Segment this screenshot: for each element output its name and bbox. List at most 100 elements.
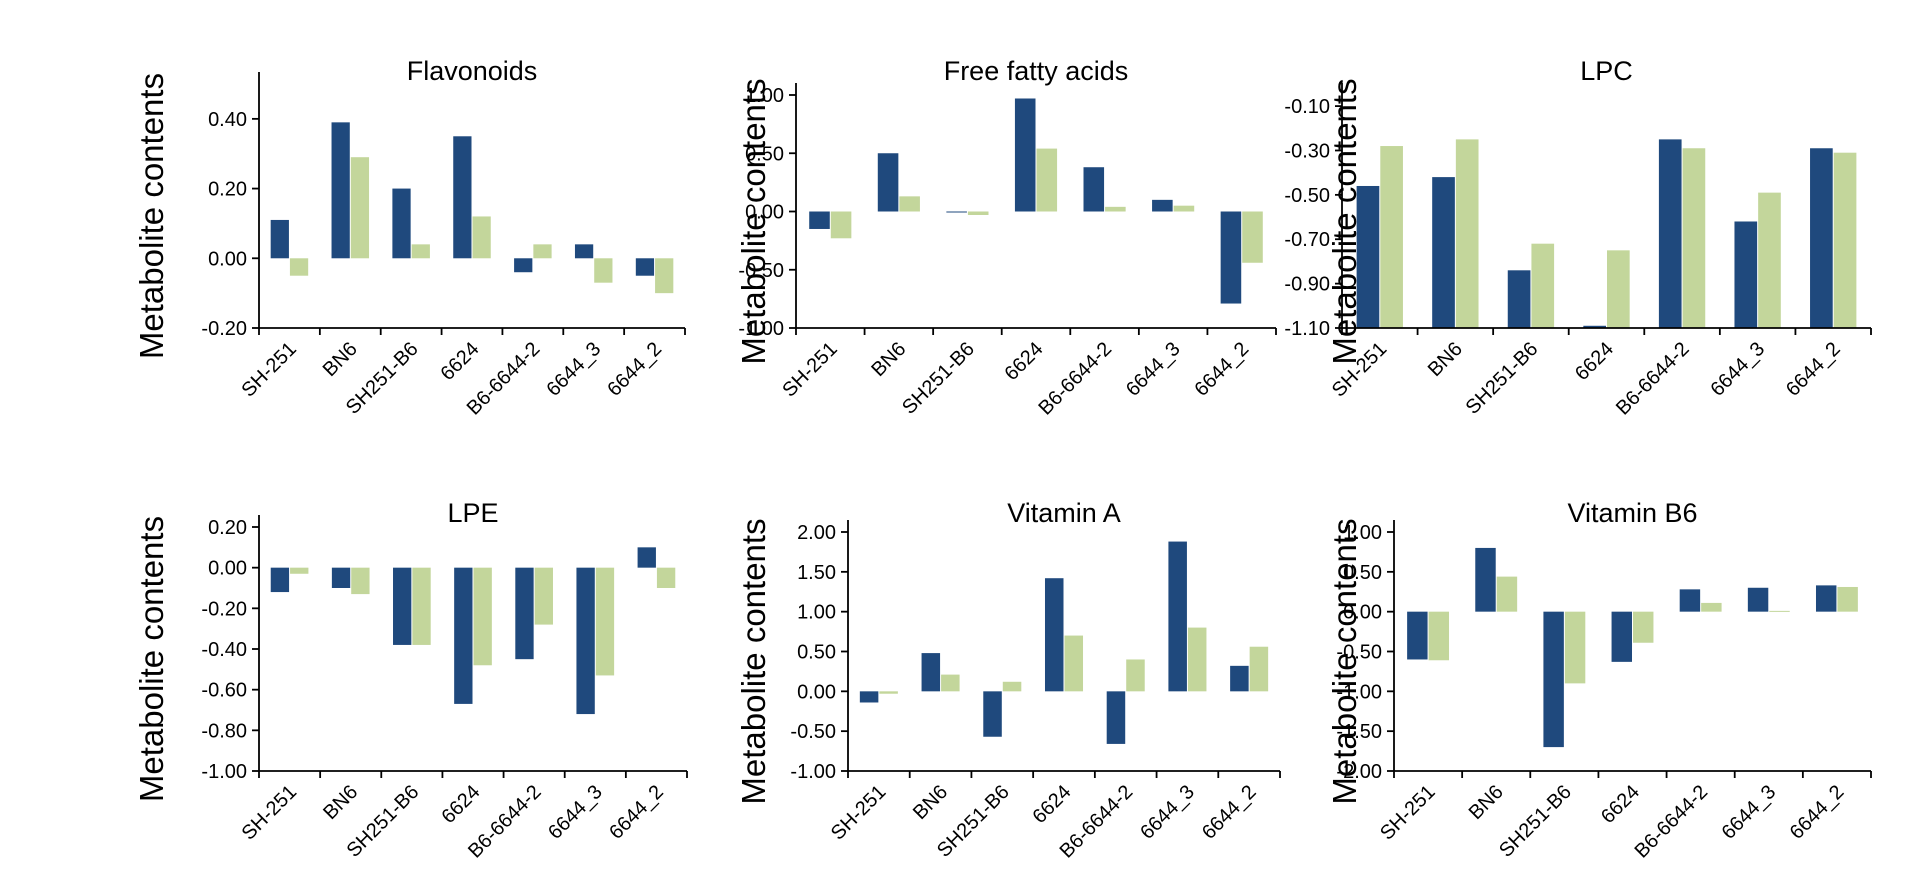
chart-panel-1: Flavonoids Metabolite contents -0.20 0.00 0.… <box>133 56 686 420</box>
bar-series1-6644_3 <box>1168 541 1187 692</box>
x-tick-label: BN6 <box>319 338 362 381</box>
bar-series1-BN6 <box>877 153 899 212</box>
y-tick-label: -1.00 <box>790 761 836 783</box>
bar-series2-BN6 <box>350 157 370 259</box>
bar-series1-B6-6644-2 <box>1658 139 1682 328</box>
y-tick-label: -2.00 <box>1336 761 1382 783</box>
x-tick-label: 6644_3 <box>1718 781 1781 844</box>
bar-series2-6644_2 <box>1837 586 1858 612</box>
bar-series2-6644_3 <box>1173 205 1195 212</box>
x-tick-label: 6644_2 <box>1190 338 1253 401</box>
chart-panel-2: Free fatty acids Metabolite contents-1.00… <box>735 56 1277 420</box>
chart-title: Flavonoids <box>407 56 538 86</box>
bar-series2-6644_3 <box>1758 192 1781 328</box>
bar-series2-6644_2 <box>656 567 676 588</box>
bar-series2-6624 <box>1633 611 1654 643</box>
bar-series2-6624 <box>472 216 491 259</box>
x-tick-label: 6624 <box>1029 781 1076 828</box>
bar-series1-SH-251 <box>1407 611 1428 660</box>
y-axis-label: Metabolite contents <box>1326 518 1363 804</box>
bar-series1-6624 <box>1044 578 1064 692</box>
x-tick-label: 6624 <box>1571 338 1618 385</box>
x-tick-label: 6644_3 <box>544 781 607 844</box>
bar-series2-SH-251 <box>289 258 309 276</box>
bar-series2-SH251-B6 <box>1564 611 1586 684</box>
bar-series1-6644_3 <box>1152 199 1173 212</box>
y-tick-label: -1.00 <box>201 761 247 783</box>
y-tick-label: 0.00 <box>797 681 836 703</box>
x-tick-label: 6644_2 <box>1198 781 1261 844</box>
bar-series2-SH-251 <box>1428 611 1450 661</box>
bar-series2-B6-6644-2 <box>1105 206 1126 212</box>
x-tick-label: 6644_2 <box>1782 338 1845 401</box>
x-tick-label: 6644_2 <box>1786 781 1849 844</box>
y-axis-label: Metabolite contents <box>133 516 170 802</box>
y-tick-label: -1.00 <box>738 318 784 340</box>
bar-series1-6644_2 <box>637 547 656 568</box>
x-tick-label: B6-6644-2 <box>1612 338 1694 420</box>
bar-series1-6644_2 <box>1220 211 1242 304</box>
bar-series2-SH251-B6 <box>411 244 430 259</box>
bar-series1-BN6 <box>1475 547 1496 612</box>
x-tick-label: SH251-B6 <box>1495 781 1576 862</box>
bar-series1-SH251-B6 <box>983 691 1002 737</box>
bar-series1-6644_3 <box>574 244 594 259</box>
y-tick-label: -0.90 <box>1284 274 1330 296</box>
bar-series1-6624 <box>454 567 473 704</box>
bar-series2-BN6 <box>351 567 370 595</box>
y-axis-label: Metabolite contents <box>735 78 772 364</box>
chart-title: LPC <box>1580 56 1633 86</box>
bar-series1-SH251-B6 <box>1543 611 1564 748</box>
bar-series1-SH-251 <box>270 219 289 259</box>
bar-series2-6644_3 <box>1187 627 1207 692</box>
bar-series2-6624 <box>473 567 492 666</box>
bar-series2-6644_2 <box>1249 646 1269 692</box>
bar-series2-B6-6644-2 <box>1701 602 1722 612</box>
y-tick-label: 0.50 <box>745 143 784 165</box>
chart-panel-5: Vitamin A Metabolite contents -1.00 -0.50 0.… <box>735 498 1281 863</box>
y-tick-label: -0.20 <box>201 318 247 340</box>
bar-series1-6624 <box>1611 611 1632 662</box>
bar-series2-SH251-B6 <box>412 567 431 645</box>
bar-series2-6644_3 <box>595 567 615 676</box>
x-tick-label: SH-251 <box>1376 781 1440 845</box>
y-tick-label: 1.00 <box>1343 522 1382 544</box>
x-tick-label: 6624 <box>1597 781 1644 828</box>
chart-panel-4: LPE Metabolite contents -1.00 -0.80 -0.60 -0.… <box>133 498 688 863</box>
x-tick-label: 6644_3 <box>1706 338 1769 401</box>
y-tick-label: -0.20 <box>201 598 247 620</box>
bar-series1-6644_3 <box>576 567 595 715</box>
y-tick-label: -0.40 <box>201 639 247 661</box>
y-tick-label: -0.50 <box>738 260 784 282</box>
y-tick-label: -0.80 <box>201 720 247 742</box>
chart-title: Vitamin B6 <box>1567 498 1697 528</box>
bar-series2-B6-6644-2 <box>1126 659 1145 692</box>
bar-series1-SH-251 <box>859 691 879 703</box>
x-tick-label: BN6 <box>909 781 952 824</box>
x-tick-label: SH-251 <box>778 338 842 402</box>
bar-series2-6644_2 <box>655 258 674 294</box>
x-tick-label: 6644_3 <box>1136 781 1199 844</box>
y-tick-label: -0.60 <box>201 680 247 702</box>
bar-series2-SH-251 <box>1380 146 1403 328</box>
x-tick-label: SH251-B6 <box>898 338 979 419</box>
bar-series1-6624 <box>1014 98 1036 212</box>
x-tick-label: 6644_2 <box>605 781 668 844</box>
bar-series1-B6-6644-2 <box>1083 167 1105 212</box>
y-axis-label: Metabolite contents <box>735 518 772 804</box>
bar-series2-B6-6644-2 <box>534 567 553 625</box>
x-tick-label: B6-6644-2 <box>1035 338 1117 420</box>
bar-series1-BN6 <box>921 653 941 692</box>
y-tick-label: 0.00 <box>745 202 784 224</box>
bar-series1-6624 <box>453 136 472 259</box>
x-tick-label: 6644_3 <box>1122 338 1185 401</box>
y-tick-label: 0.40 <box>208 109 247 131</box>
bar-series1-SH-251 <box>1356 185 1380 328</box>
bar-series2-SH-251 <box>879 691 898 694</box>
y-axis-label: Metabolite contents <box>133 73 170 359</box>
bar-series2-6644_3 <box>1769 610 1790 612</box>
bar-series1-6624 <box>1583 325 1606 328</box>
bar-series2-BN6 <box>899 196 920 212</box>
y-tick-label: 1.00 <box>797 602 836 624</box>
bar-series1-BN6 <box>1432 177 1455 328</box>
